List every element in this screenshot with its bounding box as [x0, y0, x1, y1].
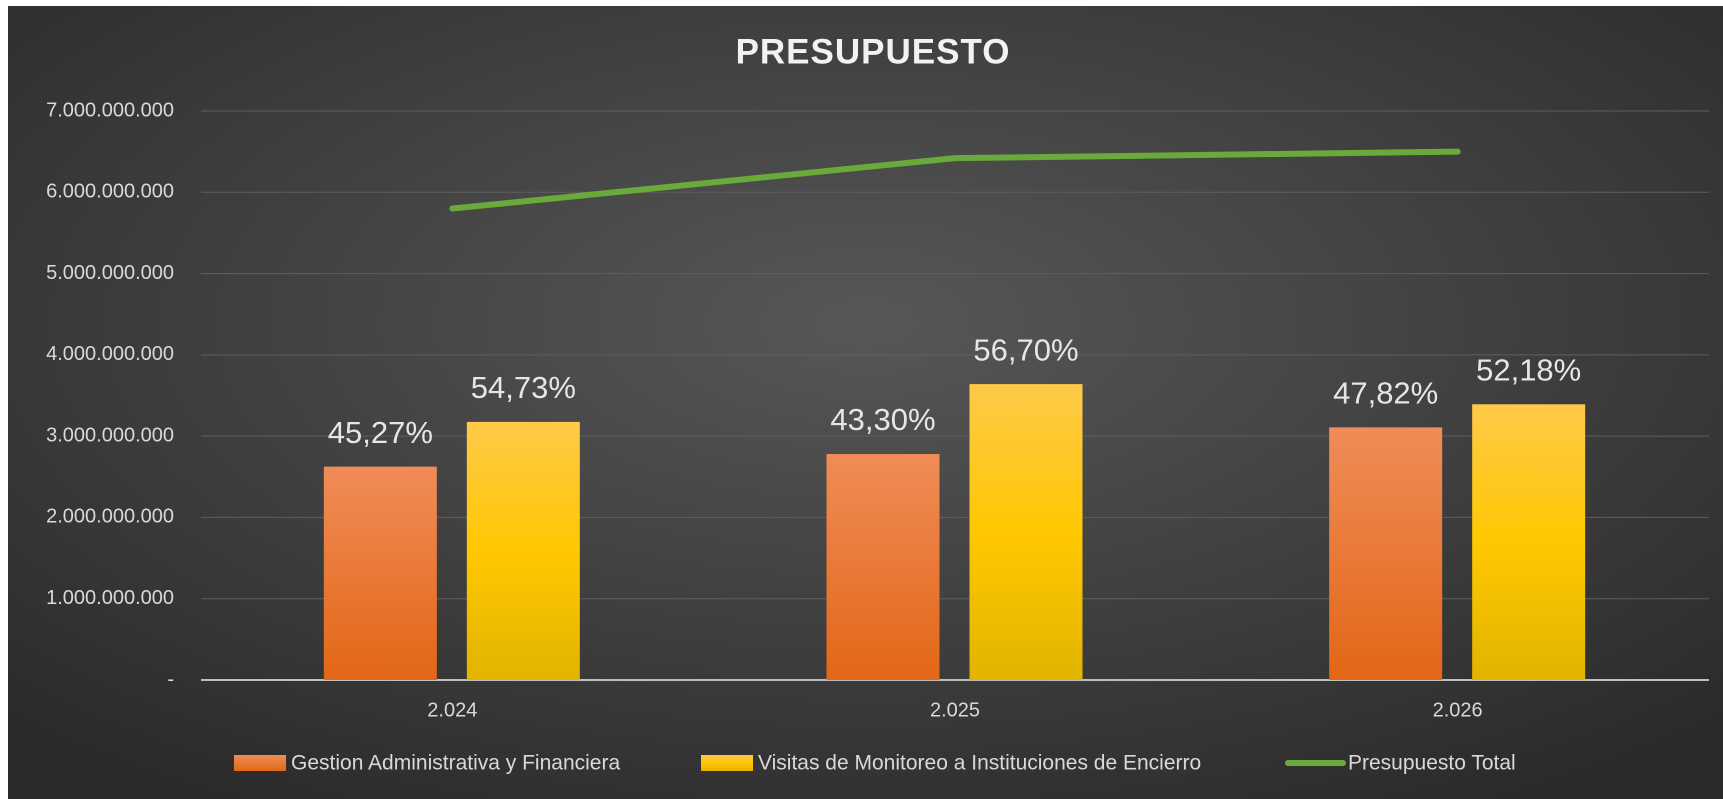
bar	[466, 421, 580, 680]
x-tick-label: 2.024	[427, 699, 477, 721]
y-tick-label: 6.000.000.000	[46, 181, 174, 203]
y-tick-label: 1.000.000.000	[46, 587, 174, 609]
x-tick-label: 2.026	[1433, 699, 1483, 721]
data-label: 45,27%	[328, 415, 433, 450]
y-tick-label: 7.000.000.000	[46, 99, 174, 121]
legend-swatch	[234, 755, 286, 771]
data-label: 54,73%	[471, 370, 576, 405]
y-tick-label: 4.000.000.000	[46, 343, 174, 365]
data-label: 43,30%	[830, 402, 935, 437]
bar	[969, 384, 1083, 680]
legend-label: Gestion Administrativa y Financiera	[291, 752, 620, 775]
chart-title: PRESUPUESTO	[736, 32, 1011, 71]
bar	[323, 466, 437, 680]
legend-label: Visitas de Monitoreo a Instituciones de …	[758, 752, 1201, 775]
bar	[826, 454, 940, 680]
data-label: 52,18%	[1476, 352, 1581, 387]
y-tick-label: -	[167, 668, 174, 690]
bar	[1329, 427, 1443, 680]
data-label: 47,82%	[1333, 376, 1438, 411]
legend-swatch	[701, 755, 753, 771]
x-tick-label: 2.025	[930, 699, 980, 721]
line	[449, 148, 1461, 212]
bar	[1472, 404, 1586, 680]
y-tick-label: 3.000.000.000	[46, 424, 174, 446]
data-label: 56,70%	[973, 332, 1078, 367]
legend-label: Presupuesto Total	[1348, 752, 1516, 775]
y-tick-label: 5.000.000.000	[46, 262, 174, 284]
y-tick-label: 2.000.000.000	[46, 506, 174, 528]
